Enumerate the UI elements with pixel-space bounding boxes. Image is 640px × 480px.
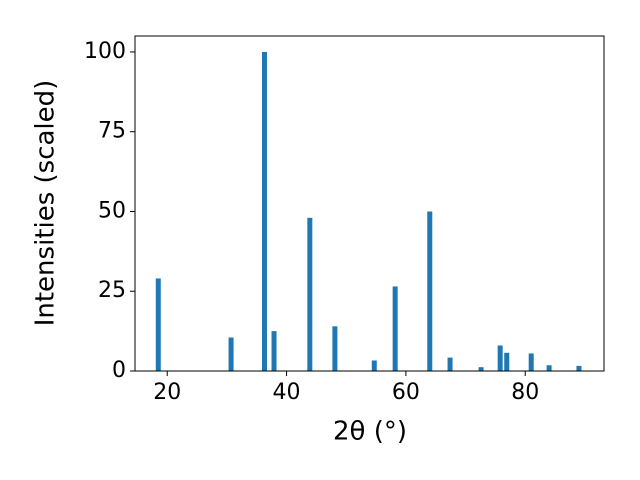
bar — [261, 51, 267, 371]
bar — [392, 286, 398, 371]
bar — [307, 217, 313, 371]
bar — [528, 353, 534, 371]
bar — [332, 326, 338, 371]
bar — [447, 357, 453, 371]
bar — [228, 337, 234, 371]
bar — [546, 365, 552, 371]
y-tick-label: 25 — [98, 278, 126, 303]
y-tick-label: 0 — [112, 358, 126, 383]
x-tick-label: 40 — [273, 380, 301, 405]
y-tick-label: 50 — [98, 198, 126, 223]
bar — [427, 211, 433, 371]
bar — [478, 367, 484, 371]
plot-frame — [134, 35, 605, 372]
x-axis-label: 2θ (°) — [333, 417, 407, 447]
x-tick-label: 20 — [153, 380, 181, 405]
y-axis-label: Intensities (scaled) — [31, 80, 61, 327]
y-tick-label: 75 — [98, 119, 126, 144]
bar — [576, 365, 582, 371]
y-tick-label: 100 — [84, 39, 126, 64]
bar — [371, 360, 377, 371]
x-tick-label: 60 — [392, 380, 420, 405]
bar — [155, 278, 161, 371]
x-tick-label: 80 — [511, 380, 539, 405]
bar — [271, 331, 277, 371]
bar — [497, 345, 503, 371]
bar — [504, 352, 510, 371]
